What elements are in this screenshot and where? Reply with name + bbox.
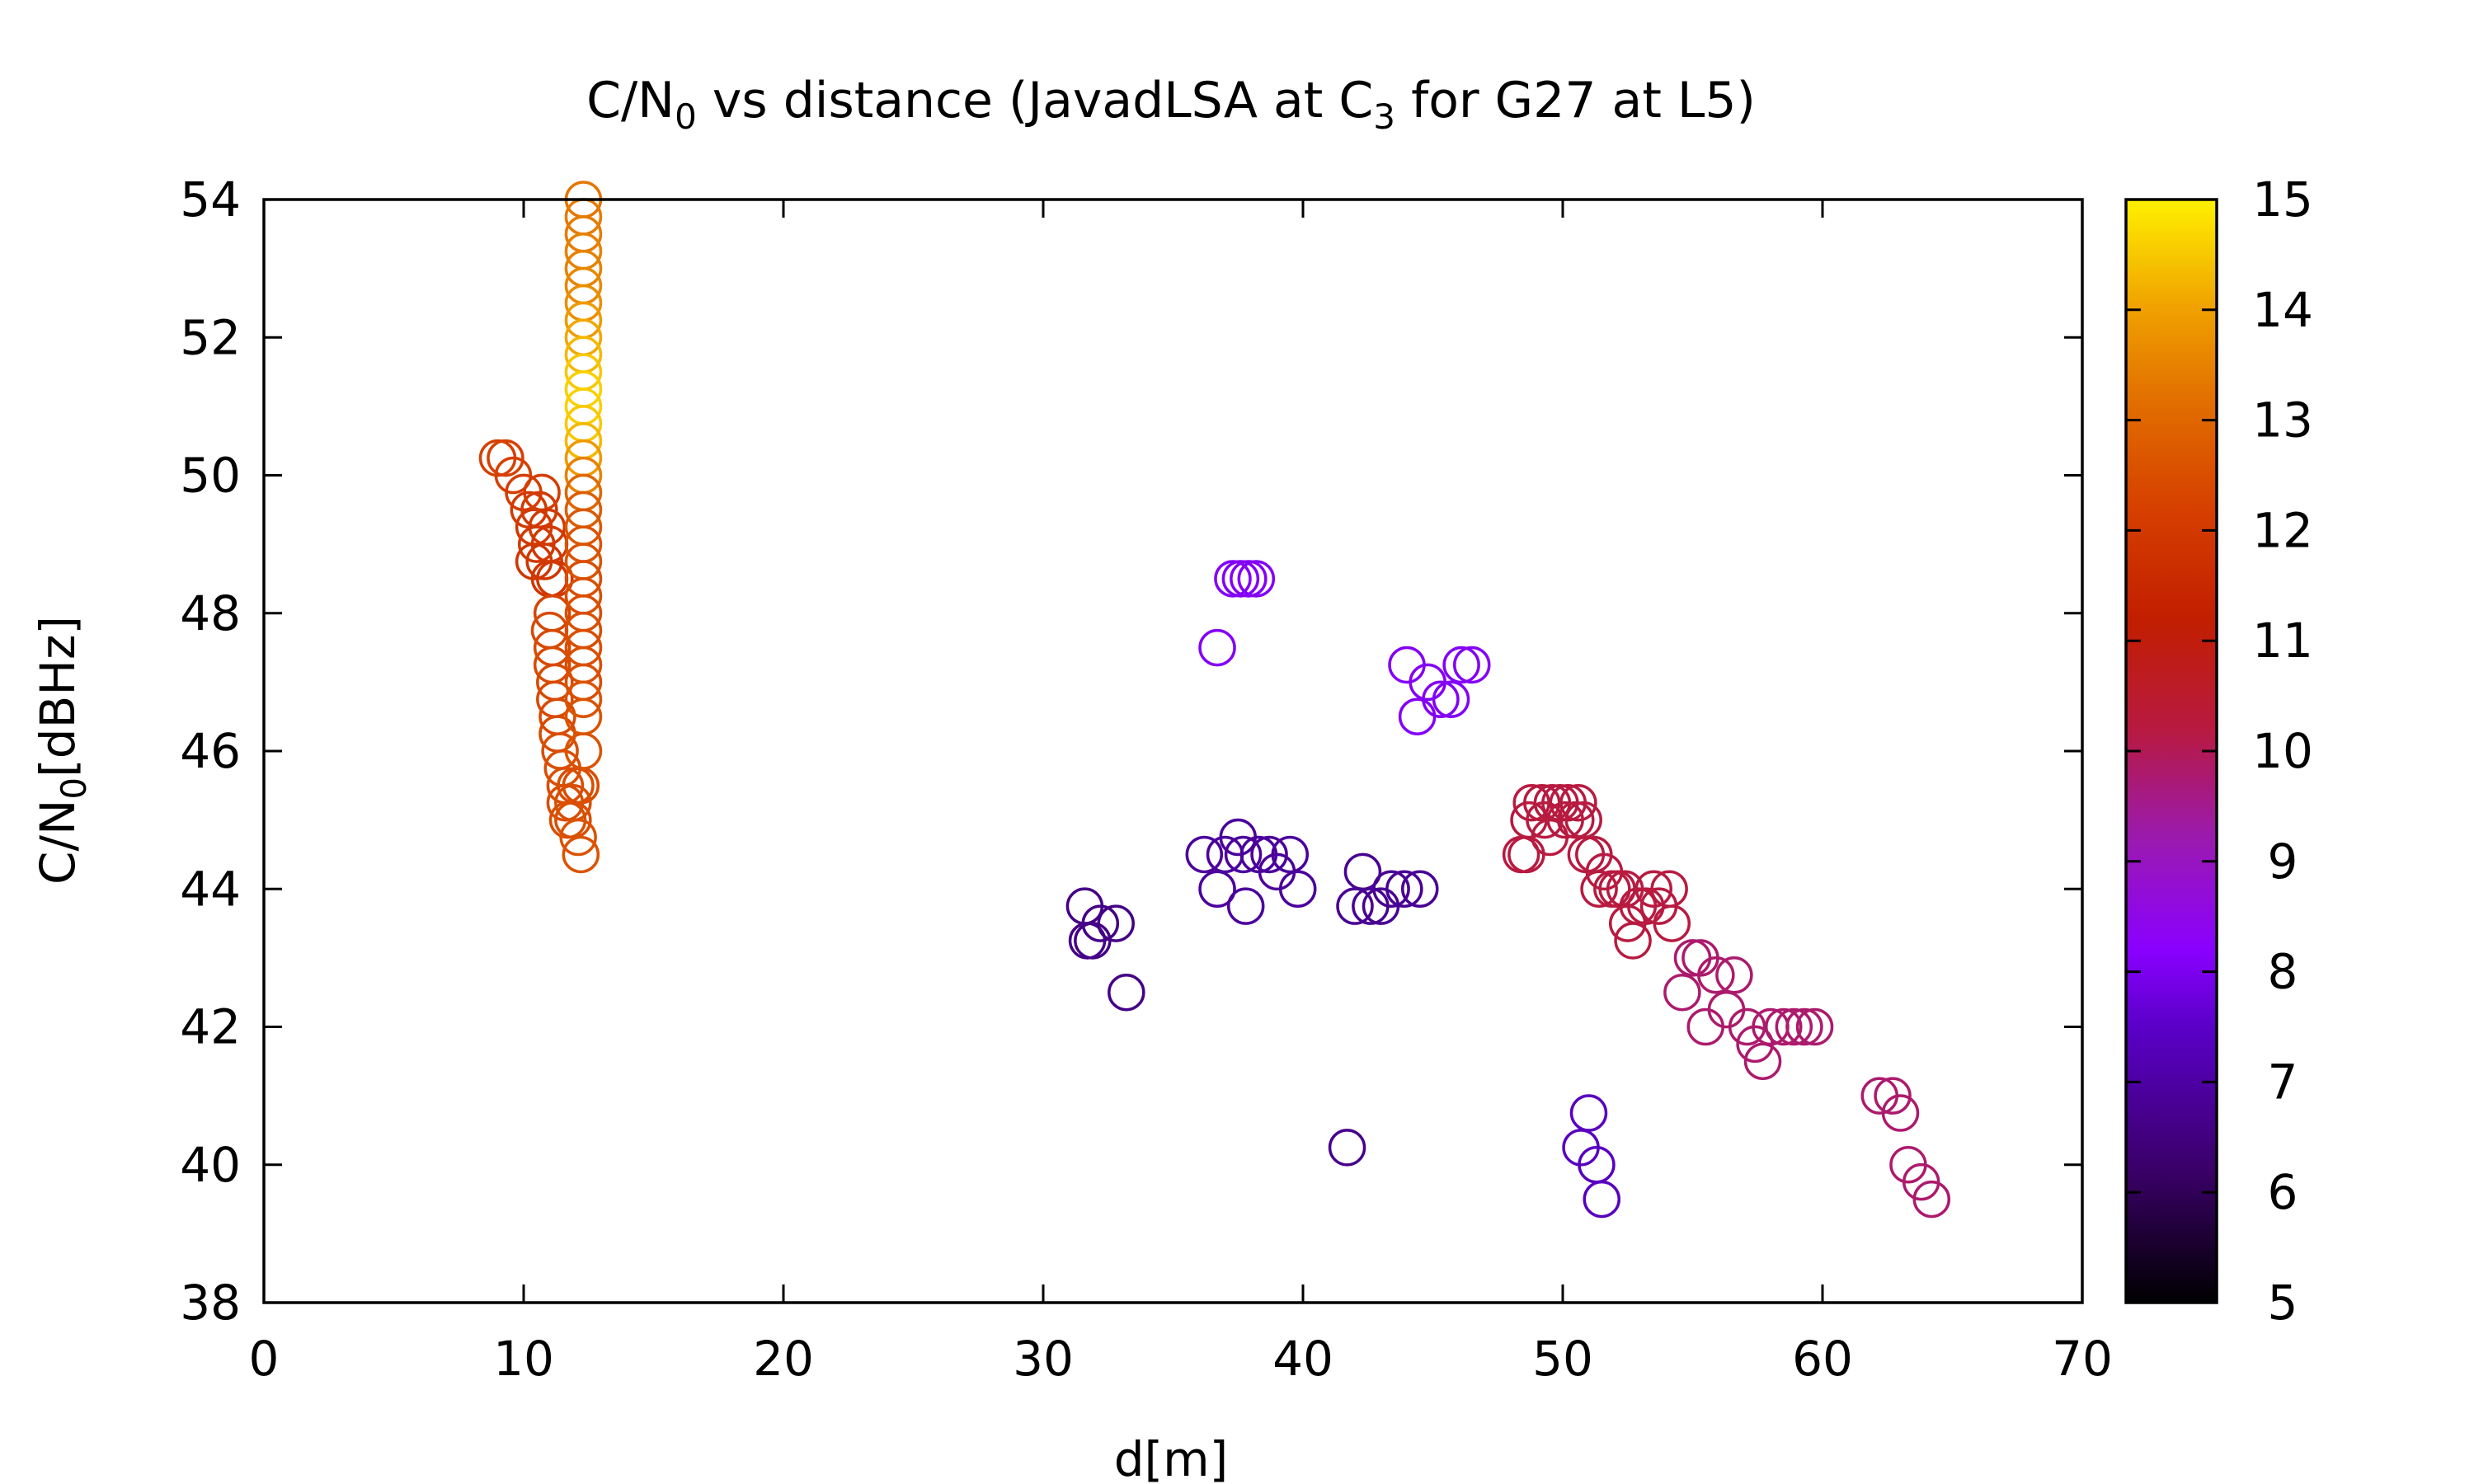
data-point — [1328, 1129, 1366, 1167]
colorbar-tick-label: 12 — [2252, 502, 2313, 558]
data-point — [1559, 783, 1597, 822]
data-point — [1874, 1077, 1912, 1115]
data-point — [1795, 1007, 1834, 1046]
data-point — [1401, 870, 1439, 908]
x-tick-label: 70 — [2052, 1331, 2113, 1387]
data-point — [520, 491, 558, 529]
data-point — [564, 732, 603, 770]
data-point — [1785, 1007, 1823, 1046]
data-point — [1775, 1007, 1813, 1046]
data-point — [1663, 973, 1701, 1012]
data-point — [1185, 835, 1224, 874]
data-point — [1081, 904, 1120, 942]
x-tick-label: 10 — [493, 1331, 554, 1387]
colorbar-gradient — [2124, 198, 2218, 1304]
data-point — [1385, 870, 1423, 908]
colorbar-tick-label: 14 — [2252, 282, 2313, 338]
colorbar-tick-label: 15 — [2252, 171, 2313, 228]
chart-title: C/N0 vs distance (JavadLSA at C3 for G27… — [586, 72, 1756, 137]
data-point — [1221, 560, 1260, 598]
colorbar-tick-label: 6 — [2268, 1164, 2298, 1220]
data-point — [1278, 870, 1317, 908]
y-tick-label: 46 — [180, 723, 241, 779]
y-tick-label: 48 — [180, 585, 241, 641]
data-point — [1224, 835, 1263, 874]
data-point — [1707, 990, 1746, 1029]
colorbar-tick-label: 9 — [2268, 834, 2298, 890]
data-point — [1569, 1094, 1608, 1132]
data-point — [487, 439, 524, 477]
y-tick-label: 44 — [180, 861, 241, 917]
colorbar-tick-label: 10 — [2252, 723, 2313, 779]
y-tick-label: 42 — [180, 999, 241, 1055]
x-axis-label: d[m] — [1114, 1431, 1229, 1484]
colorbar-tick-label: 5 — [2268, 1275, 2298, 1331]
data-point — [1686, 1007, 1724, 1046]
data-point — [1250, 835, 1288, 874]
plot-frame — [262, 198, 2084, 1304]
data-point — [1372, 870, 1410, 908]
data-point — [1453, 646, 1491, 684]
data-point — [1198, 628, 1236, 667]
x-tick-label: 30 — [1013, 1331, 1074, 1387]
data-point — [1388, 646, 1426, 684]
data-point — [1198, 870, 1236, 908]
data-point — [1343, 852, 1382, 891]
data-point — [1583, 1180, 1620, 1219]
x-tick-label: 0 — [249, 1331, 280, 1387]
data-point — [1214, 560, 1252, 598]
x-tick-label: 50 — [1532, 1331, 1593, 1387]
x-tick-label: 40 — [1272, 1331, 1333, 1387]
axes: 0 10 20 30 40 50 60 70 38 40 42 44 46 48 50 52 54 — [180, 171, 2113, 1387]
data-point — [1765, 1007, 1803, 1046]
data-point — [1271, 835, 1309, 874]
data-point — [1653, 904, 1691, 942]
colorbar-tick-label: 11 — [2252, 613, 2313, 669]
data-point — [1442, 646, 1480, 684]
data-point — [1237, 560, 1276, 598]
data-point — [1728, 1007, 1766, 1046]
y-tick-label: 54 — [180, 171, 241, 228]
y-tick-label: 38 — [180, 1275, 241, 1331]
data-point — [1557, 801, 1595, 839]
data-point — [1398, 697, 1437, 735]
colorbar-tick-label: 7 — [2268, 1054, 2298, 1110]
data-point — [1697, 956, 1735, 994]
data-point — [1336, 887, 1374, 925]
data-point — [564, 680, 603, 719]
data-point — [1634, 870, 1672, 908]
data-point — [1580, 870, 1618, 908]
colorbar-tick-label: 8 — [2268, 944, 2298, 1000]
data-point — [559, 818, 597, 857]
y-tick-label: 50 — [180, 448, 241, 504]
data-point — [1912, 1180, 1951, 1219]
x-tick-label: 60 — [1792, 1331, 1853, 1387]
y-tick-label: 52 — [180, 309, 241, 365]
colorbar: 5 6 7 8 9 10 11 12 13 14 15 — [2124, 171, 2313, 1331]
y-tick-label: 40 — [180, 1137, 241, 1193]
data-point — [1230, 560, 1268, 598]
data-point — [1097, 904, 1135, 942]
data-point — [1422, 680, 1460, 719]
data-point — [1743, 1042, 1782, 1081]
y-axis-label: C/N0[dBHz] — [30, 616, 94, 885]
data-point — [562, 835, 600, 874]
data-point — [1226, 887, 1265, 925]
data-point — [1108, 973, 1145, 1012]
data-point — [1432, 680, 1470, 719]
x-tick-label: 20 — [753, 1331, 814, 1387]
colorbar-tick-label: 13 — [2252, 392, 2313, 448]
data-point — [528, 508, 567, 546]
data-point — [1673, 939, 1712, 977]
data-points — [478, 181, 1951, 1219]
data-point — [1881, 1094, 1920, 1132]
data-point — [1715, 956, 1753, 994]
